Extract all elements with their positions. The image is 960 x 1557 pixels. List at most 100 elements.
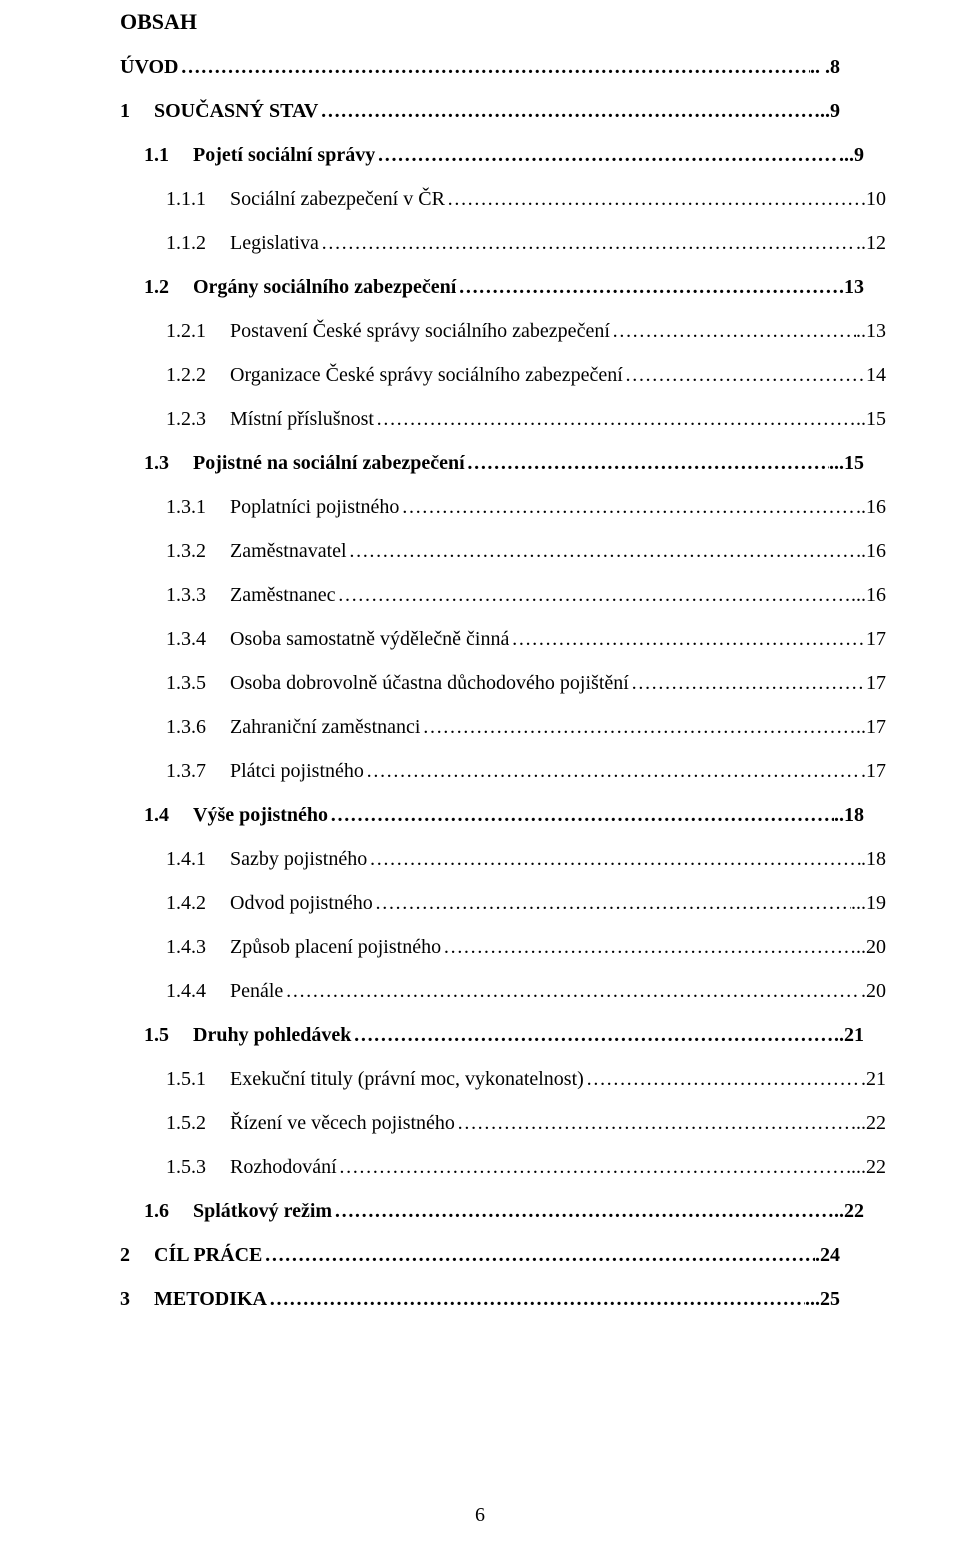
toc-entry-label: 1.4.4Penále xyxy=(166,979,283,1004)
toc-entry-title: Místní příslušnost xyxy=(230,408,374,430)
toc-entry-label: 1.3.6Zahraniční zaměstnanci xyxy=(166,715,420,740)
toc-entry-number: 1 xyxy=(120,99,130,124)
toc-leader xyxy=(267,1287,805,1312)
toc-entry-page: ...19 xyxy=(851,891,886,916)
toc-leader xyxy=(364,759,861,784)
toc-leader xyxy=(332,1199,834,1224)
toc-entry-label: 1.5.2 Řízení ve věcech pojistného xyxy=(166,1111,455,1136)
toc-leader xyxy=(399,495,856,520)
toc-entry-page: 17 xyxy=(866,627,886,652)
toc-entry-number: 1.4.3 xyxy=(166,935,206,960)
toc-entry-label: 1.5.3Rozhodování xyxy=(166,1155,337,1180)
toc-entry-title: Splátkový režim xyxy=(193,1200,332,1222)
toc-row: ÚVOD .. .8 xyxy=(120,55,840,80)
toc-entry-page: .21 xyxy=(861,1067,886,1092)
toc-entry-page: .13 xyxy=(839,275,864,300)
toc-entry-title: Odvod pojistného xyxy=(230,892,373,914)
toc-row: 1.3.5Osoba dobrovolně účastna důchodovéh… xyxy=(120,671,886,696)
toc-entry-label: 1.1.2 Legislativa xyxy=(166,231,319,256)
toc-entry-title: SOUČASNÝ STAV xyxy=(154,100,318,122)
toc-row: 1.3Pojistné na sociální zabezpečení...15 xyxy=(120,451,864,476)
toc-entry-page: 14 xyxy=(866,363,886,388)
toc-row: 1.3.7Plátci pojistného.17 xyxy=(120,759,886,784)
toc-entry-label: 1.5.1Exekuční tituly (právní moc, vykona… xyxy=(166,1067,584,1092)
toc-leader xyxy=(456,275,839,300)
toc-entry-label: 1.1Pojetí sociální správy xyxy=(144,143,375,168)
toc-entry-number: 3 xyxy=(120,1287,130,1312)
toc-row: 1SOUČASNÝ STAV..9 xyxy=(120,99,840,124)
toc-entry-page: .20 xyxy=(861,979,886,1004)
toc-entry-number: 1.5.3 xyxy=(166,1155,206,1180)
toc-entry-number: 1.4.1 xyxy=(166,847,206,872)
toc-leader xyxy=(373,891,851,916)
toc-row: 1.3.3Zaměstnanec ...16 xyxy=(120,583,886,608)
toc-row: 1.2Orgány sociálního zabezpečení .13 xyxy=(120,275,864,300)
toc-leader xyxy=(319,231,856,256)
toc-entry-title: Poplatníci pojistného xyxy=(230,496,399,518)
toc-entry-number: 1.2.3 xyxy=(166,407,206,432)
toc-entry-label: 1.5Druhy pohledávek xyxy=(144,1023,351,1048)
toc-row: 1.3.6Zahraniční zaměstnanci..17 xyxy=(120,715,886,740)
toc-leader xyxy=(283,979,861,1004)
toc-leader xyxy=(584,1067,861,1092)
toc-leader xyxy=(374,407,856,432)
toc-entry-title: Postavení České správy sociálního zabezp… xyxy=(230,320,610,342)
toc-entry-number: 1.3.1 xyxy=(166,495,206,520)
toc-row: 1.5.2 Řízení ve věcech pojistného ...22 xyxy=(120,1111,886,1136)
toc-leader xyxy=(336,583,852,608)
toc-entry-title: Sociální zabezpečení v ČR xyxy=(230,188,445,210)
toc-row: 1.3.1 Poplatníci pojistného ..16 xyxy=(120,495,886,520)
toc-entry-page: ...22 xyxy=(851,1111,886,1136)
toc-entry-page: ..12 xyxy=(856,231,886,256)
toc-entry-title: Organizace České správy sociálního zabez… xyxy=(230,364,623,386)
toc-entry-title: Orgány sociálního zabezpečení xyxy=(193,276,456,298)
toc-entry-label: 1.3.3Zaměstnanec xyxy=(166,583,336,608)
toc-entry-number: 1.2.2 xyxy=(166,363,206,388)
toc-leader xyxy=(375,143,839,168)
toc-entry-label: 1.2Orgány sociálního zabezpečení xyxy=(144,275,456,300)
toc-entry-number: 1.3.5 xyxy=(166,671,206,696)
toc-heading: OBSAH xyxy=(120,8,840,36)
toc-entry-page: .18 xyxy=(861,847,886,872)
toc-leader xyxy=(367,847,861,872)
toc-row: 1.2.2 Organizace České správy sociálního … xyxy=(120,363,886,388)
toc-entry-title: Řízení ve věcech pojistného xyxy=(230,1112,455,1134)
toc-entry-number: 1.3.2 xyxy=(166,539,206,564)
toc-leader xyxy=(610,319,856,344)
toc-entry-label: 1.4.3 Způsob placení pojistného xyxy=(166,935,441,960)
toc-entry-label: 3METODIKA xyxy=(120,1287,267,1312)
toc-entry-title: Sazby pojistného xyxy=(230,848,367,870)
toc-entry-number: 1.5 xyxy=(144,1023,169,1048)
toc-row: 1.4Výše pojistného..18 xyxy=(120,803,864,828)
toc-row: 1.3.2Zaměstnavatel.16 xyxy=(120,539,886,564)
toc-entry-page: ..13 xyxy=(856,319,886,344)
toc-leader xyxy=(328,803,834,828)
toc-entry-number: 1.4.4 xyxy=(166,979,206,1004)
toc-entry-title: Výše pojistného xyxy=(193,804,328,826)
toc-entry-page: .16 xyxy=(861,539,886,564)
toc-entry-label: 1.3.7Plátci pojistného xyxy=(166,759,364,784)
toc-row: 1.1.2 Legislativa ..12 xyxy=(120,231,886,256)
toc-entry-page: .. .8 xyxy=(810,55,840,80)
toc-entry-title: Způsob placení pojistného xyxy=(230,936,441,958)
toc-leader xyxy=(509,627,866,652)
toc-entry-label: 1.2.3 Místní příslušnost xyxy=(166,407,374,432)
toc-entry-page: ..16 xyxy=(856,495,886,520)
toc-row: 1.1Pojetí sociální správy ...9 xyxy=(120,143,864,168)
toc-entry-page: ...9 xyxy=(839,143,864,168)
page-number: 6 xyxy=(0,1504,960,1527)
toc-row: 1.4.1 Sazby pojistného .18 xyxy=(120,847,886,872)
toc-leader xyxy=(351,1023,834,1048)
toc-entry-title: Legislativa xyxy=(230,232,319,254)
toc-entry-number: 1.3.3 xyxy=(166,583,206,608)
toc-entry-page: ...16 xyxy=(851,583,886,608)
toc-entry-label: 1.2.1Postavení České správy sociálního z… xyxy=(166,319,610,344)
toc-row: 1.6Splátkový režim..22 xyxy=(120,1199,864,1224)
toc-entry-title: Plátci pojistného xyxy=(230,760,364,782)
toc-entry-number: 1.5.2 xyxy=(166,1111,206,1136)
toc-entry-page: ..18 xyxy=(834,803,864,828)
toc-row: 1.3.4Osoba samostatně výdělečně činná17 xyxy=(120,627,886,652)
toc-entry-title: ÚVOD xyxy=(120,56,179,78)
toc-entry-page: .24 xyxy=(815,1243,840,1268)
toc-entry-number: 1.1.2 xyxy=(166,231,206,256)
